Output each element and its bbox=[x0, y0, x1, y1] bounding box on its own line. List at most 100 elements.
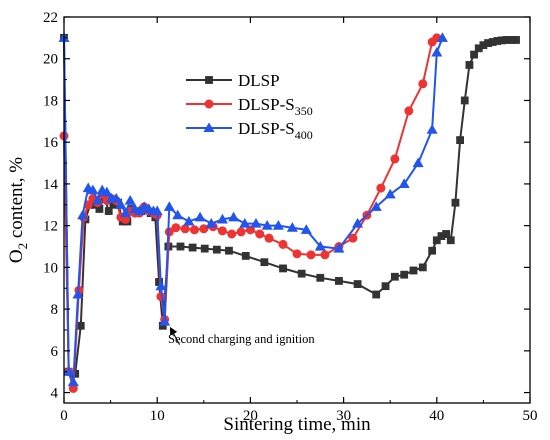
data-point bbox=[76, 321, 85, 330]
data-point bbox=[333, 242, 345, 253]
data-point bbox=[436, 32, 448, 42]
legend-entry: DLSP-S400 bbox=[186, 119, 313, 142]
annotation-arrow bbox=[169, 326, 181, 345]
x-tick-label: 40 bbox=[429, 408, 444, 424]
data-point bbox=[465, 61, 474, 69]
legend-entry: DLSP-S350 bbox=[186, 95, 313, 118]
y-axis-label-rest: content, % bbox=[6, 157, 27, 243]
data-point bbox=[183, 215, 195, 226]
data-point bbox=[272, 220, 284, 230]
data-point bbox=[460, 96, 469, 105]
data-point bbox=[426, 124, 438, 134]
data-point bbox=[376, 183, 386, 193]
data-point bbox=[278, 239, 288, 249]
data-point bbox=[176, 242, 185, 251]
data-point bbox=[115, 199, 127, 209]
legend-label: DLSP bbox=[238, 71, 280, 90]
data-point bbox=[159, 316, 171, 326]
data-point bbox=[155, 280, 167, 291]
legend-marker bbox=[205, 76, 213, 84]
data-point bbox=[390, 272, 399, 281]
series-dlsp-s350 bbox=[59, 33, 442, 393]
data-point bbox=[217, 226, 227, 236]
series-line bbox=[63, 37, 444, 384]
y-tick-label: 16 bbox=[43, 135, 59, 151]
data-point bbox=[456, 136, 464, 145]
data-point bbox=[432, 236, 441, 245]
data-point bbox=[239, 217, 251, 228]
data-point bbox=[255, 229, 265, 239]
data-point bbox=[180, 224, 190, 234]
data-point bbox=[63, 366, 75, 376]
series-layer bbox=[58, 32, 520, 393]
y-tick-label: 12 bbox=[43, 219, 58, 235]
annotation-layer: Second charging and ignition bbox=[168, 326, 315, 346]
y-axis-label: O2 content, % bbox=[6, 157, 30, 263]
data-point bbox=[314, 240, 326, 251]
data-point bbox=[228, 211, 240, 222]
y-tick-label: 10 bbox=[43, 260, 58, 276]
data-point bbox=[428, 246, 437, 255]
data-point bbox=[292, 249, 302, 259]
y-tick-label: 8 bbox=[51, 302, 59, 318]
data-point bbox=[261, 220, 273, 230]
x-tick-label: 0 bbox=[60, 408, 68, 424]
data-point bbox=[124, 195, 136, 205]
data-point bbox=[189, 225, 199, 235]
legend-label-main: DLSP-S bbox=[238, 95, 295, 114]
y-tick-label: 14 bbox=[43, 177, 59, 193]
data-point bbox=[110, 192, 122, 203]
legend-label-sub: 350 bbox=[295, 104, 313, 118]
data-point bbox=[300, 224, 312, 234]
data-point bbox=[67, 376, 79, 387]
y-tick-label: 6 bbox=[51, 344, 59, 360]
data-point bbox=[348, 233, 358, 243]
data-point bbox=[431, 46, 443, 57]
legend-label-main: DLSP-S bbox=[238, 119, 295, 138]
annotation-text: Second charging and ignition bbox=[168, 332, 315, 346]
data-point bbox=[264, 233, 274, 243]
data-point bbox=[279, 264, 287, 273]
data-point bbox=[418, 263, 427, 272]
data-point bbox=[398, 178, 410, 188]
data-point bbox=[236, 227, 246, 237]
legend-label: DLSP-S400 bbox=[238, 119, 313, 142]
data-point bbox=[353, 280, 362, 288]
data-point bbox=[316, 273, 325, 282]
legend-marker bbox=[203, 122, 215, 133]
x-axis-label: Sintering time, min bbox=[223, 414, 371, 435]
data-point bbox=[188, 243, 197, 252]
y-axis-label-sub: 2 bbox=[15, 243, 30, 250]
x-tick-label: 50 bbox=[523, 408, 538, 424]
data-point bbox=[199, 224, 209, 234]
data-point bbox=[205, 217, 217, 228]
data-point bbox=[470, 50, 478, 59]
data-point bbox=[384, 188, 396, 199]
data-point bbox=[77, 209, 89, 220]
data-point bbox=[320, 250, 330, 260]
legend-entry: DLSP bbox=[186, 71, 280, 90]
data-point bbox=[512, 36, 520, 44]
data-point bbox=[225, 246, 233, 255]
data-point bbox=[442, 230, 451, 238]
data-point bbox=[245, 225, 255, 235]
data-point bbox=[404, 106, 414, 116]
data-point bbox=[216, 213, 228, 224]
x-tick-label: 30 bbox=[336, 408, 351, 424]
x-tick-label: 10 bbox=[150, 408, 165, 424]
data-point bbox=[381, 282, 390, 291]
data-point bbox=[286, 222, 298, 232]
y-tick-label: 4 bbox=[51, 386, 59, 402]
data-point bbox=[241, 252, 250, 260]
data-point bbox=[163, 201, 175, 211]
data-point bbox=[227, 229, 237, 239]
axes-layer: 0 10 20 30 40 50 4 6 8 10 12 14 16 18 20 22 Sintering ti… bbox=[6, 10, 538, 435]
data-point bbox=[87, 184, 99, 195]
data-point bbox=[104, 207, 113, 215]
data-point bbox=[370, 201, 382, 211]
legend-label-sub: 400 bbox=[295, 128, 313, 142]
data-point bbox=[372, 290, 381, 299]
